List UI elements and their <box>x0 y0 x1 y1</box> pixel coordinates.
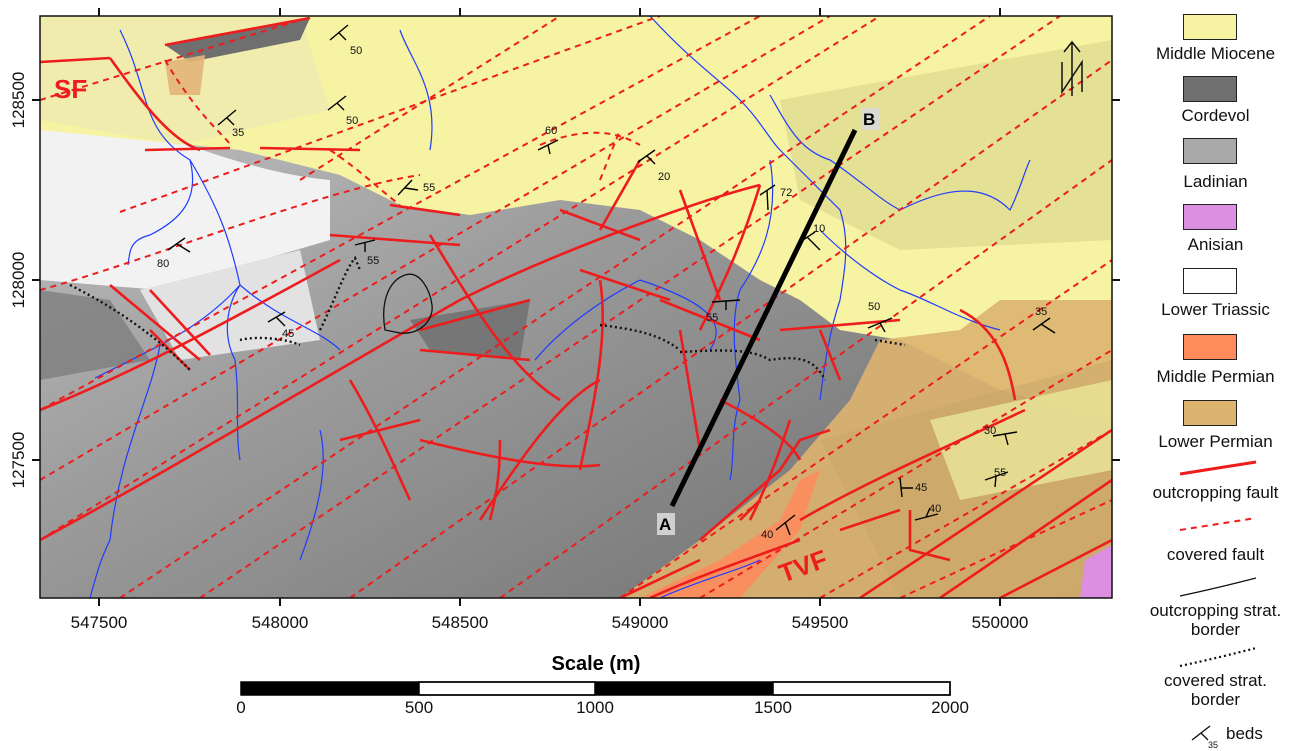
dip-value: 55 <box>423 182 435 194</box>
x-tick-label: 548000 <box>252 613 309 632</box>
dip-value: 55 <box>994 467 1006 479</box>
dashed-red-line-icon <box>1179 517 1257 531</box>
unit-lower-triassic <box>40 100 330 290</box>
x-tick-label: 549000 <box>612 613 669 632</box>
legend-label: Middle Miocene <box>1155 44 1276 63</box>
x-tick-label: 547500 <box>71 613 128 632</box>
dip-value: 80 <box>157 258 169 270</box>
x-tick-label: 549500 <box>792 613 849 632</box>
legend-swatch-anisian <box>1183 204 1237 230</box>
scale-label: 1000 <box>576 698 614 717</box>
outcropping-faults <box>40 16 1112 598</box>
covered-strat-borders <box>69 255 906 381</box>
legend-swatch-ladinian <box>1183 138 1237 164</box>
solid-red-line-icon <box>1179 460 1257 476</box>
y-tick-label: 127500 <box>9 432 28 489</box>
unit-lower-triassic-2 <box>140 250 320 360</box>
dip-value: 20 <box>658 171 670 183</box>
legend-swatch-cordevol <box>1183 76 1237 102</box>
scale-label: 1500 <box>754 698 792 717</box>
dip-value: 35 <box>1035 306 1047 318</box>
outcropping-strat-border <box>383 273 433 334</box>
dip-value: 55 <box>367 255 379 267</box>
unit-middle-permian <box>640 470 820 598</box>
legend-swatch-middle-permian <box>1183 334 1237 360</box>
legend-swatch-middle-miocene <box>1183 14 1237 40</box>
map-units <box>40 16 1112 598</box>
covered-faults <box>40 16 1112 598</box>
legend-label: Middle Permian <box>1156 367 1275 386</box>
legend-label: Ladinian <box>1183 172 1248 191</box>
dip-value: 50 <box>868 301 880 313</box>
y-tick-label: 128000 <box>9 252 28 309</box>
dip-value: 40 <box>761 529 773 541</box>
north-arrow-icon <box>1061 40 1083 96</box>
legend-label: beds <box>1226 724 1263 743</box>
legend: Middle Miocene Cordevol Ladinian Anisian… <box>1130 0 1301 751</box>
fault-label-sf: SF <box>54 74 87 104</box>
dip-value: 72 <box>780 187 792 199</box>
dip-value: 10 <box>813 223 825 235</box>
dip-value: 30 <box>984 425 996 437</box>
legend-label: covered strat. border <box>1164 671 1267 709</box>
unit-anisian <box>1080 545 1112 598</box>
dotted-black-line-icon <box>1179 646 1257 668</box>
scale-bar <box>240 681 951 696</box>
scale-title: Scale (m) <box>552 653 641 675</box>
dip-value: 45 <box>915 482 927 494</box>
bedding-symbols <box>167 24 1056 536</box>
profile-line-a-b <box>669 128 858 508</box>
legend-swatch-lower-triassic <box>1183 268 1237 294</box>
dip-value: 35 <box>232 127 244 139</box>
legend-label: Lower Permian <box>1158 432 1273 451</box>
scale-label: 500 <box>405 698 433 717</box>
profile-label-a: A <box>659 515 671 534</box>
map-frame <box>39 15 1113 599</box>
solid-black-line-icon <box>1179 577 1257 597</box>
y-tick-label: 128500 <box>9 72 28 129</box>
legend-swatch-lower-permian <box>1183 400 1237 426</box>
ticks <box>32 8 1120 606</box>
legend-label: Anisian <box>1187 235 1244 254</box>
scale-label: 2000 <box>931 698 969 717</box>
scale-label: 0 <box>236 698 245 717</box>
dip-value: 55 <box>706 312 718 324</box>
dip-value: 45 <box>282 328 294 340</box>
x-tick-label: 548500 <box>432 613 489 632</box>
dip-value: 40 <box>929 503 941 515</box>
legend-label: outcropping strat. border <box>1149 601 1282 639</box>
strike-dip-icon: 35 <box>1191 725 1218 750</box>
legend-label: Cordevol <box>1181 106 1250 125</box>
dip-value: 50 <box>350 45 362 57</box>
dip-value: 60 <box>545 125 557 137</box>
geological-map: 547500 548000 548500 549000 549500 55000… <box>9 8 1120 717</box>
legend-dip-value: 35 <box>1208 740 1218 750</box>
legend-label: Lower Triassic <box>1161 300 1270 319</box>
dip-value: 50 <box>346 115 358 127</box>
x-tick-label: 550000 <box>972 613 1029 632</box>
legend-label: outcropping fault <box>1152 483 1279 502</box>
legend-label: covered fault <box>1166 545 1265 564</box>
profile-label-b: B <box>863 110 875 129</box>
